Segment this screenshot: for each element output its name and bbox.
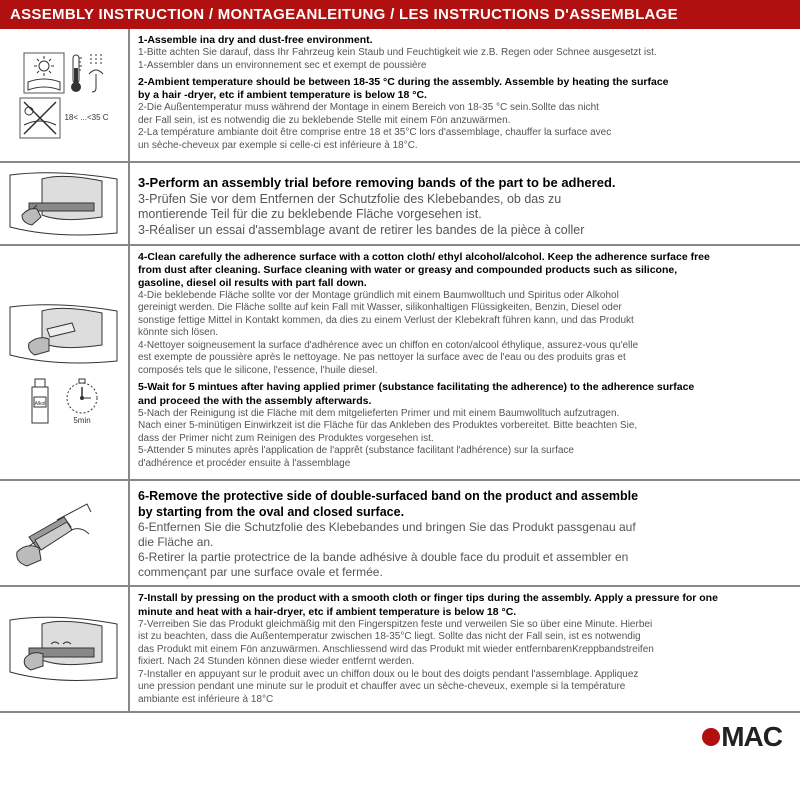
no-env-icon bbox=[19, 97, 61, 139]
remove-tape-icon bbox=[9, 492, 119, 574]
section-5-text: 7-Install by pressing on the product wit… bbox=[130, 587, 800, 711]
s3-de-5b: Nach einer 5-minütigen Einwirkzeit ist d… bbox=[138, 420, 792, 433]
s3-de-5c: dass der Primer nicht zum Reinigen des P… bbox=[138, 433, 792, 446]
section-4: 6-Remove the protective side of double-s… bbox=[0, 481, 800, 587]
s5-en-b: minute and heat with a hair-dryer, etc i… bbox=[138, 606, 792, 619]
s4-en-b: by starting from the oval and closed sur… bbox=[138, 505, 792, 521]
s5-fr-a: 7-Installer en appuyant sur le produit a… bbox=[138, 669, 792, 682]
s1-en-2a: 2-Ambient temperature should be between … bbox=[138, 76, 792, 89]
s3-en-4b: from dust after cleaning. Surface cleani… bbox=[138, 264, 792, 277]
s5-de-d: fixiert. Nach 24 Stunden können diese wi… bbox=[138, 656, 792, 669]
s5-fr-b: une pression pendant une minute sur le p… bbox=[138, 681, 792, 694]
s4-fr-a: 6-Retirer la partie protectrice de la ba… bbox=[138, 550, 792, 565]
rain-umbrella-icon bbox=[87, 52, 105, 94]
s3-de-4c: sonstige fettige Mittel in Kontakt komme… bbox=[138, 315, 792, 328]
section-2-icons bbox=[0, 163, 130, 243]
s5-de-a: 7-Verreiben Sie das Produkt gleichmäßig … bbox=[138, 619, 792, 632]
section-3: Alkol 5min 4-Clean carefully the adheren… bbox=[0, 246, 800, 482]
section-3-icons: Alkol 5min bbox=[0, 246, 130, 480]
s3-en-4c: gasoline, diesel oil results with part f… bbox=[138, 277, 792, 290]
s3-fr-4a: 4-Nettoyer soigneusement la surface d'ad… bbox=[138, 340, 792, 353]
s5-fr-c: ambiante est inférieure à 18°C bbox=[138, 694, 792, 707]
s1-en-2b: by a hair -dryer, etc if ambient tempera… bbox=[138, 89, 792, 102]
s3-de-4d: könnte sich lösen. bbox=[138, 327, 792, 340]
s4-en-a: 6-Remove the protective side of double-s… bbox=[138, 489, 792, 505]
timer-label: 5min bbox=[62, 416, 102, 425]
s3-fr-5b: d'adhérence et procéder ensuite à l'asse… bbox=[138, 458, 792, 471]
alcohol-bottle-icon: Alkol bbox=[26, 377, 54, 425]
section-5-icons bbox=[0, 587, 130, 711]
section-2: 3-Perform an assembly trial before remov… bbox=[0, 163, 800, 245]
thermometer-icon bbox=[68, 52, 84, 94]
logo-text: MAC bbox=[721, 721, 782, 753]
s3-fr-5a: 5-Attender 5 minutes après l'application… bbox=[138, 445, 792, 458]
s1-fr-2b: un sèche-cheveux par exemple si celle-ci… bbox=[138, 140, 792, 153]
s1-fr-1: 1-Assembler dans un environnement sec et… bbox=[138, 60, 792, 73]
brand-logo: MAC bbox=[702, 721, 782, 753]
s1-fr-2a: 2-La température ambiante doit être comp… bbox=[138, 127, 792, 140]
s3-en-4a: 4-Clean carefully the adherence surface … bbox=[138, 251, 792, 264]
s3-de-4a: 4-Die beklebende Fläche sollte vor der M… bbox=[138, 290, 792, 303]
s1-en-1: 1-Assemble ina dry and dust-free environ… bbox=[138, 34, 792, 47]
s3-fr-4c: composés tels que le silicone, l'essence… bbox=[138, 365, 792, 378]
sun-env-icon bbox=[23, 52, 65, 94]
section-1-icons: 18< ...<35 C bbox=[0, 29, 130, 161]
s5-en-a: 7-Install by pressing on the product wit… bbox=[138, 592, 792, 605]
s3-en-5b: and proceed the with the assembly afterw… bbox=[138, 395, 792, 408]
s3-de-5a: 5-Nach der Reinigung ist die Fläche mit … bbox=[138, 408, 792, 421]
s4-de-a: 6-Entfernen Sie die Schutzfolie des Kleb… bbox=[138, 520, 792, 535]
section-4-icons bbox=[0, 481, 130, 585]
logo-dot-icon bbox=[702, 728, 720, 746]
section-2-text: 3-Perform an assembly trial before remov… bbox=[130, 163, 800, 243]
s2-en: 3-Perform an assembly trial before remov… bbox=[138, 175, 792, 191]
s4-fr-b: commençant par une surface ovale et ferm… bbox=[138, 565, 792, 580]
s1-de-1: 1-Bitte achten Sie darauf, dass Ihr Fahr… bbox=[138, 47, 792, 60]
header-title: ASSEMBLY INSTRUCTION / MONTAGEANLEITUNG … bbox=[0, 0, 800, 29]
s2-fr: 3-Réaliser un essai d'assemblage avant d… bbox=[138, 223, 792, 239]
s1-de-2b: der Fall sein, ist es notwendig die zu b… bbox=[138, 115, 792, 128]
section-3-text: 4-Clean carefully the adherence surface … bbox=[130, 246, 800, 480]
s5-de-b: ist zu beachten, dass die Außentemperatu… bbox=[138, 631, 792, 644]
clean-surface-icon bbox=[7, 299, 122, 369]
s3-fr-4b: est exempte de poussière après le nettoy… bbox=[138, 352, 792, 365]
section-5: 7-Install by pressing on the product wit… bbox=[0, 587, 800, 713]
temp-range-label: 18< ...<35 C bbox=[64, 113, 108, 122]
svg-text:Alkol: Alkol bbox=[35, 401, 46, 407]
s3-de-4b: gereinigt werden. Die Fläche sollte auf … bbox=[138, 302, 792, 315]
s1-de-2a: 2-Die Außentemperatur muss während der M… bbox=[138, 102, 792, 115]
s5-de-c: das Produkt mit einem Fön anzuwärmen. An… bbox=[138, 644, 792, 657]
s4-de-b: die Fläche an. bbox=[138, 535, 792, 550]
section-1-text: 1-Assemble ina dry and dust-free environ… bbox=[130, 29, 800, 161]
s2-de-a: 3-Prüfen Sie vor dem Entfernen der Schut… bbox=[138, 192, 792, 208]
section-4-text: 6-Remove the protective side of double-s… bbox=[130, 481, 800, 585]
trial-assembly-icon bbox=[7, 167, 122, 239]
press-install-icon bbox=[7, 610, 122, 688]
timer-icon bbox=[62, 376, 102, 416]
s2-de-b: montierende Teil für die zu beklebende F… bbox=[138, 207, 792, 223]
section-1: 18< ...<35 C 1-Assemble ina dry and dust… bbox=[0, 29, 800, 163]
s3-en-5a: 5-Wait for 5 mintues after having applie… bbox=[138, 381, 792, 394]
footer: MAC bbox=[0, 713, 800, 757]
